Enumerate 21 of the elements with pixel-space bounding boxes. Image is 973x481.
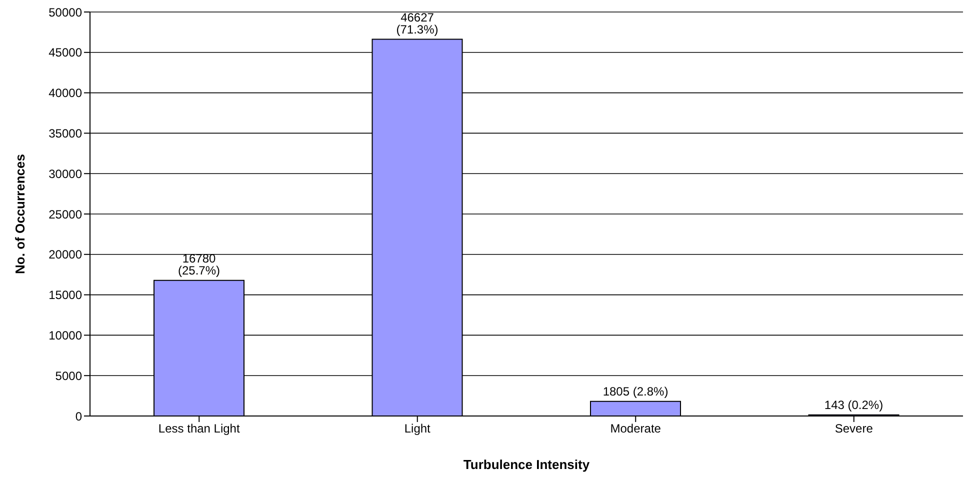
y-tick-label: 45000 bbox=[48, 46, 82, 60]
y-tick-label: 0 bbox=[75, 409, 82, 424]
data-label: 143 (0.2%) bbox=[824, 398, 884, 412]
x-tick-label: Severe bbox=[834, 422, 874, 436]
y-tick-label: 35000 bbox=[48, 126, 82, 140]
data-label: 46627 (71.3%) bbox=[396, 10, 438, 36]
y-tick-label: 10000 bbox=[48, 328, 82, 342]
data-label: 1805 (2.8%) bbox=[602, 384, 668, 398]
y-tick-label: 15000 bbox=[48, 288, 82, 302]
y-tick-label: 20000 bbox=[48, 248, 82, 262]
x-tick-label: Less than Light bbox=[158, 422, 240, 436]
y-tick-label: 5000 bbox=[55, 368, 82, 383]
x-tick-label: Moderate bbox=[610, 422, 662, 436]
y-axis-title: No. of Occurrences bbox=[12, 154, 28, 274]
y-tick-label: 25000 bbox=[48, 207, 82, 222]
x-tick-label: Light bbox=[404, 422, 432, 436]
y-tick-label: 50000 bbox=[48, 5, 82, 20]
x-axis-title: Turbulence Intensity bbox=[463, 457, 590, 472]
y-tick-label: 30000 bbox=[48, 166, 82, 181]
data-label: 16780 (25.7%) bbox=[178, 251, 220, 278]
y-tick-label: 40000 bbox=[48, 86, 82, 100]
